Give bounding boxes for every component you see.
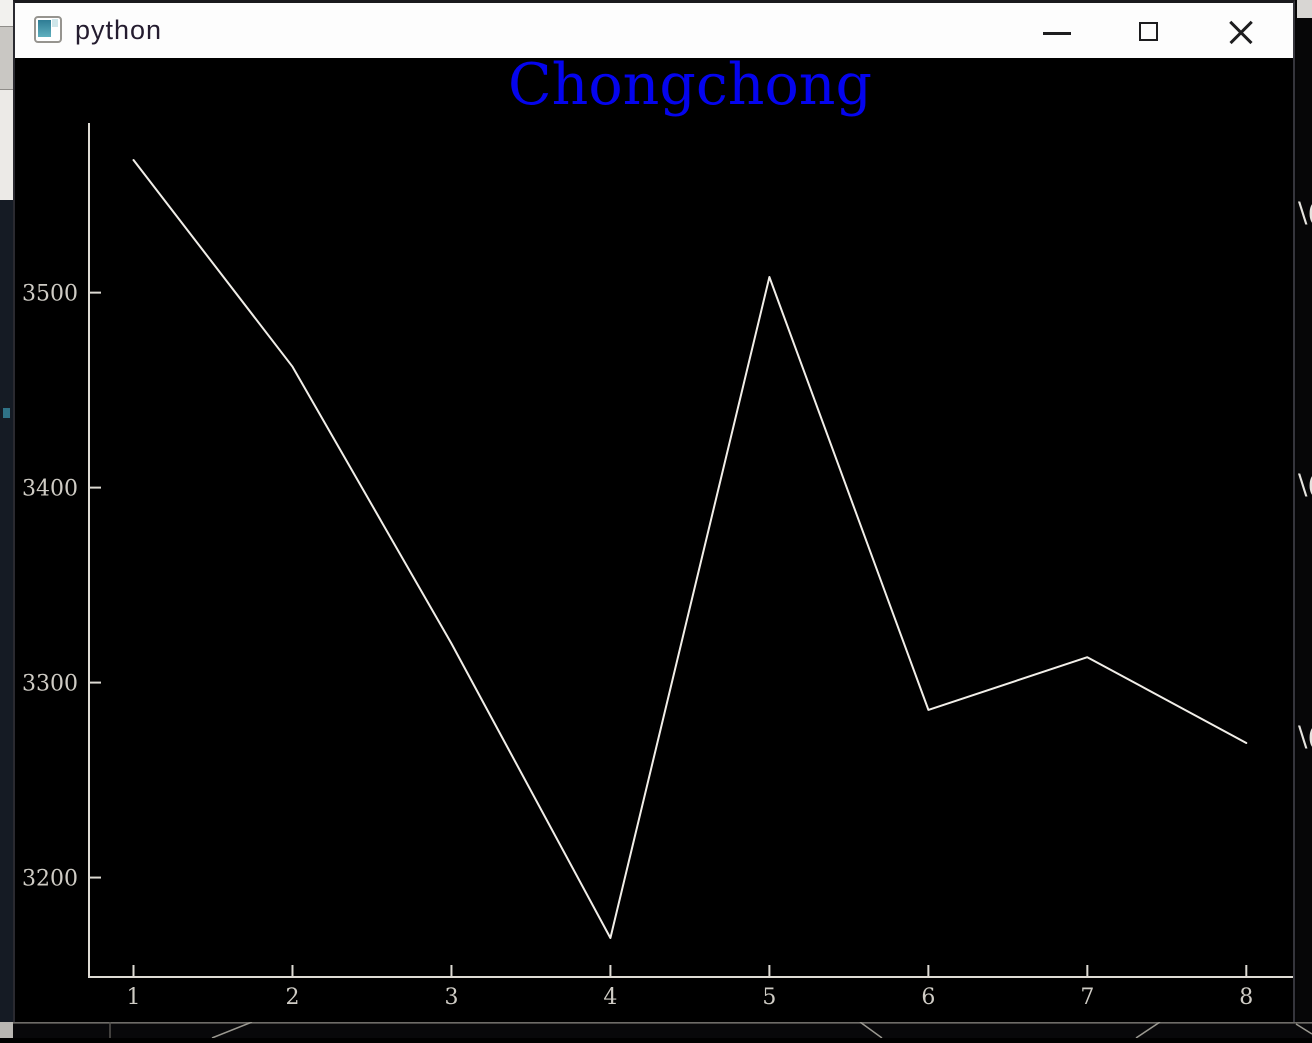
left-edge-segment [0,90,13,200]
left-edge-segment [0,26,13,90]
maximize-button[interactable] [1127,11,1171,51]
x-tick-label: 2 [285,985,299,1010]
minimize-icon [1043,32,1071,35]
background-window-right-edge: \( \( \( [1297,0,1312,1038]
partial-text-glyph: \( [1298,720,1312,753]
y-tick-label: 3400 [22,477,78,502]
y-tick-label: 3500 [22,282,78,307]
line-chart-canvas: 3200 3300 3400 3500 1 2 3 4 5 6 7 8 [22,123,1293,1010]
background-corner-fragment [1297,0,1312,18]
tk-app-icon [34,16,62,43]
x-tick-label: 1 [127,985,141,1010]
x-tick-label: 7 [1080,985,1094,1010]
background-fragment-left [0,1022,13,1038]
axis-spines [88,123,1293,978]
window-title: python [75,15,163,45]
python-plot-window: python [13,0,1295,1022]
chart-title: Chongchong [508,52,872,118]
minimize-button[interactable] [1035,11,1079,51]
x-tick-label: 6 [921,985,935,1010]
tk-app-icon-pane [38,20,51,37]
left-edge-segment [0,200,13,1038]
x-tick-label: 8 [1239,985,1253,1010]
y-tick-label: 3300 [22,672,78,697]
background-window-left-edge [0,0,13,1038]
left-edge-segment [0,0,13,26]
background-window-bottom-fragment [0,1021,1312,1039]
close-button[interactable] [1219,11,1263,51]
partial-text-glyph: \( [1298,196,1312,229]
background-accent-dot [3,408,10,418]
background-fragment-lines [0,1021,1312,1039]
y-tick-label: 3200 [22,867,78,892]
partial-text-glyph: \( [1298,468,1312,501]
x-tick-label: 5 [762,985,776,1010]
x-tick-label: 3 [444,985,458,1010]
window-titlebar[interactable]: python [15,3,1293,58]
x-tick-label: 4 [603,985,617,1010]
maximize-icon [1139,22,1158,41]
data-line [132,159,1248,939]
tk-app-icon-notch [52,19,58,27]
